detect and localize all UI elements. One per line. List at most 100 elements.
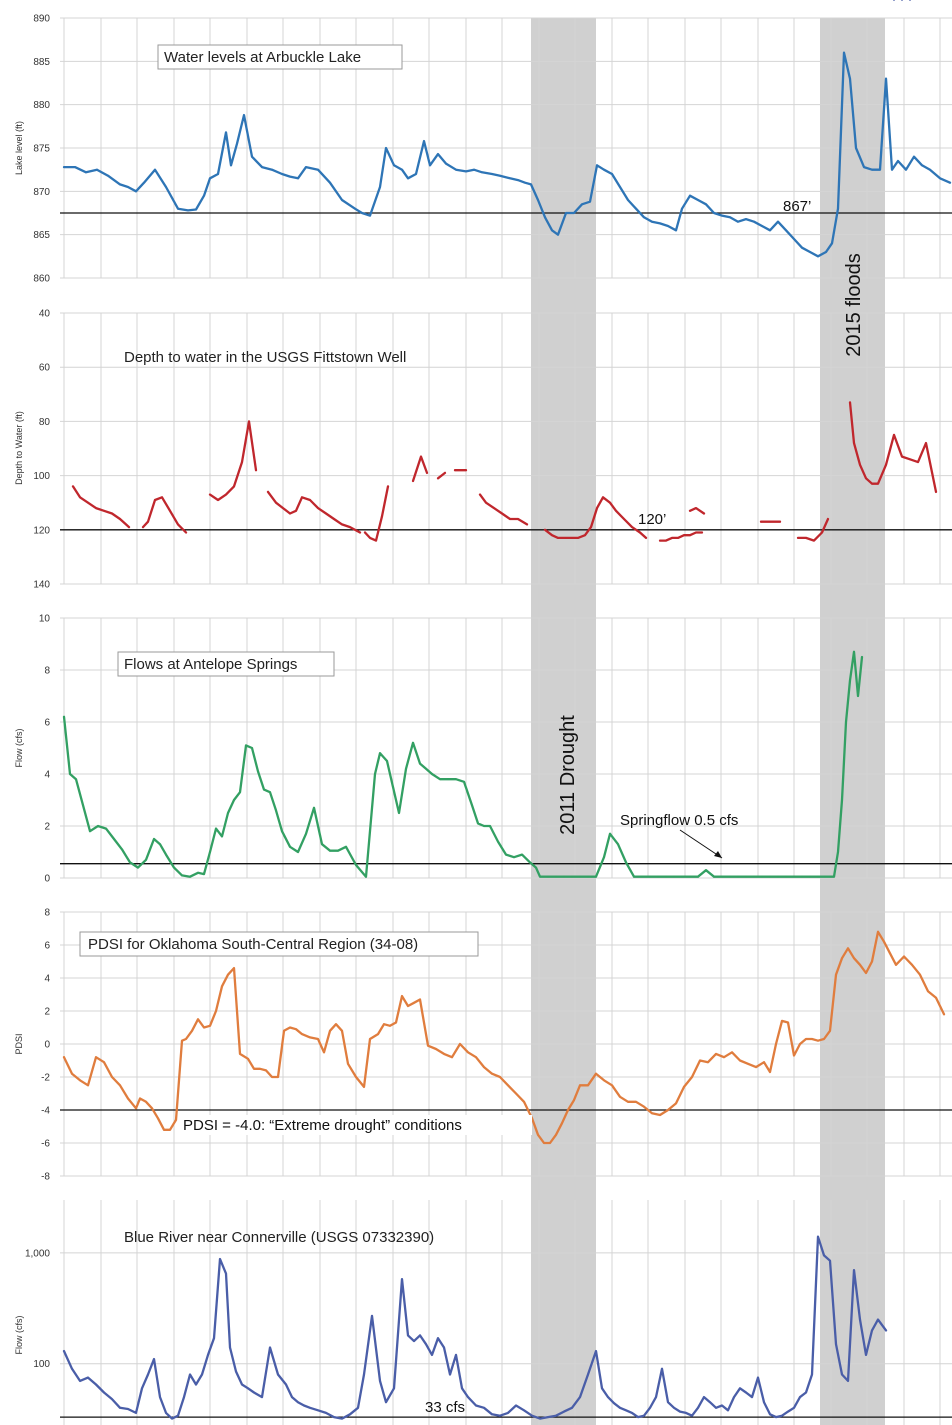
- data-point: [659, 539, 661, 542]
- data-point: [855, 147, 857, 149]
- y-tick-label: 880: [33, 100, 50, 111]
- data-point: [703, 1396, 705, 1398]
- data-point: [217, 499, 219, 501]
- data-point: [853, 957, 855, 960]
- data-point: [139, 1097, 141, 1100]
- annotation-bg: [180, 1115, 532, 1135]
- data-point: [949, 181, 951, 184]
- data-point: [203, 194, 205, 197]
- data-point: [547, 875, 549, 878]
- data-point: [233, 485, 235, 488]
- data-point: [493, 507, 495, 509]
- data-point: [71, 1367, 73, 1370]
- title-box: [79, 931, 479, 957]
- data-point: [175, 1119, 177, 1121]
- y-tick-label: 100: [33, 1359, 50, 1370]
- data-point: [483, 1406, 485, 1409]
- data-point: [459, 1043, 461, 1045]
- data-point: [817, 1235, 819, 1238]
- data-point: [361, 212, 363, 214]
- data-point: [201, 1373, 203, 1376]
- data-point: [667, 225, 669, 227]
- data-point: [75, 778, 77, 781]
- annotation-arrowhead: [714, 851, 722, 858]
- data-point: [236, 142, 238, 145]
- data-point: [863, 166, 865, 169]
- data-point: [392, 786, 394, 788]
- data-point: [615, 509, 617, 512]
- data-point: [571, 537, 573, 539]
- data-point: [499, 174, 501, 177]
- data-point: [831, 242, 833, 245]
- data-point: [295, 1028, 297, 1031]
- data-point: [426, 472, 428, 474]
- data-point: [601, 1387, 603, 1390]
- data-point: [325, 1412, 327, 1414]
- panel-0: 890 885 880 875 870 865 860 Lake level (ft) Wate…: [14, 14, 952, 285]
- data-point: [301, 496, 303, 499]
- data-point: [769, 1071, 771, 1073]
- data-point: [371, 1315, 373, 1317]
- data-point: [405, 767, 407, 770]
- data-point: [379, 1380, 381, 1382]
- data-point: [147, 520, 149, 523]
- y-tick-label: -8: [41, 1172, 50, 1183]
- data-point: [769, 1413, 771, 1416]
- y-tick-label: -2: [41, 1073, 50, 1084]
- data-point: [623, 518, 625, 520]
- data-point: [737, 875, 739, 878]
- data-point: [655, 1396, 657, 1398]
- reference-label: 120’: [638, 511, 666, 528]
- data-point: [143, 181, 145, 184]
- data-point: [625, 1409, 627, 1412]
- data-point: [697, 1406, 699, 1409]
- data-point: [169, 509, 171, 512]
- data-point: [283, 1029, 285, 1032]
- data-point: [509, 518, 511, 520]
- y-tick-label: 2: [44, 1007, 50, 1018]
- series-segment: [436, 471, 447, 480]
- data-point: [823, 1038, 825, 1040]
- data-point: [185, 531, 187, 534]
- y-axis-label: PDSI: [14, 1033, 24, 1054]
- data-point: [413, 1001, 415, 1004]
- data-point: [727, 1409, 729, 1412]
- data-point: [841, 1373, 843, 1376]
- data-point: [715, 1053, 717, 1055]
- data-point: [420, 455, 422, 458]
- data-point: [393, 1387, 395, 1390]
- data-point: [261, 166, 263, 169]
- data-point: [579, 1396, 581, 1398]
- data-point: [775, 1416, 777, 1418]
- data-point: [141, 1387, 143, 1390]
- data-point: [543, 1142, 545, 1144]
- data-point: [499, 1076, 501, 1078]
- data-point: [929, 168, 931, 171]
- data-point: [491, 173, 493, 175]
- data-point: [645, 537, 647, 539]
- data-point: [437, 1337, 439, 1340]
- data-point: [857, 695, 859, 697]
- data-point: [111, 1076, 113, 1078]
- data-point: [793, 1406, 795, 1409]
- data-point: [641, 875, 643, 878]
- data-point: [565, 537, 567, 539]
- data-point: [95, 1383, 97, 1386]
- data-point: [571, 1406, 573, 1409]
- data-point: [241, 461, 243, 463]
- data-point: [375, 539, 377, 542]
- data-point: [225, 1272, 227, 1275]
- data-point: [225, 131, 227, 134]
- data-point: [699, 1059, 701, 1062]
- y-tick-label: 0: [44, 1040, 50, 1051]
- data-point: [463, 780, 465, 783]
- data-point: [177, 523, 179, 526]
- data-point: [135, 1107, 137, 1110]
- data-point: [753, 875, 755, 878]
- y-tick-label: 60: [39, 363, 51, 374]
- data-point: [673, 1406, 675, 1409]
- data-point: [412, 741, 414, 744]
- data-point: [675, 1102, 677, 1105]
- data-point: [153, 1358, 155, 1360]
- data-point: [507, 1084, 509, 1087]
